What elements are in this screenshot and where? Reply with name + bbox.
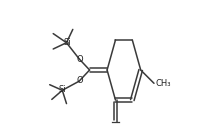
Text: O: O	[77, 55, 84, 64]
Text: CH₃: CH₃	[156, 79, 171, 88]
Text: Si: Si	[63, 38, 71, 47]
Text: O: O	[77, 76, 84, 85]
Text: Si: Si	[59, 85, 66, 94]
